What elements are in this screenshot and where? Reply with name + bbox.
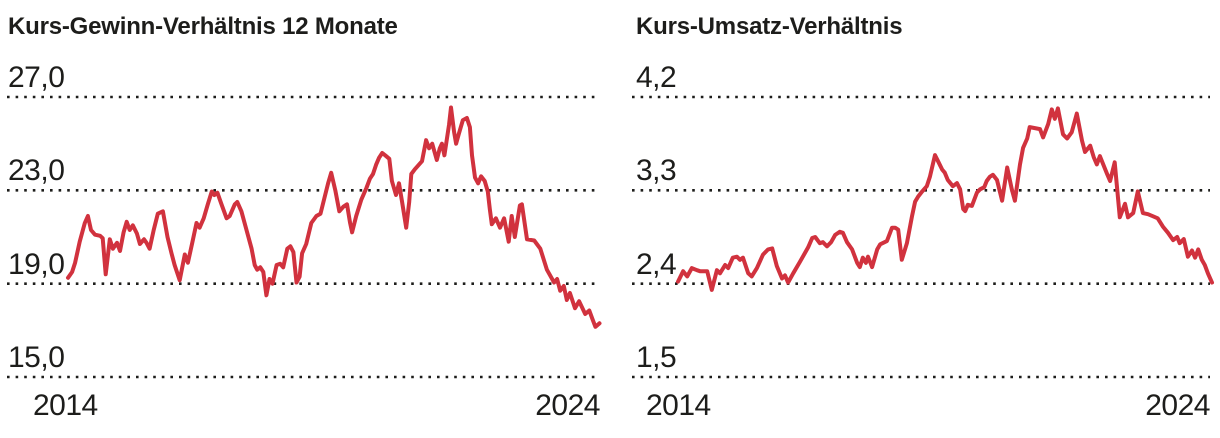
kgv-ytick-15: 15,0	[8, 341, 65, 374]
chart-panel-kgv: Kurs-Gewinn-Verhältnis 12 Monate 27,0 23…	[7, 13, 602, 422]
kgv-ytick-27: 27,0	[8, 61, 65, 94]
kuv-ytick-2-4: 2,4	[636, 248, 677, 281]
kgv-xtick-2014: 2014	[33, 389, 98, 422]
kuv-ytick-3-3: 3,3	[636, 154, 677, 187]
kgv-chart-title: Kurs-Gewinn-Verhältnis 12 Monate	[8, 13, 398, 40]
kgv-line-chart	[7, 95, 602, 379]
series-kuv	[676, 106, 1214, 292]
kgv-ytick-19: 19,0	[8, 248, 65, 281]
chart-panel-kuv: Kurs-Umsatz-Verhältnis 4,2 3,3 2,4 1,5 2…	[610, 0, 1220, 438]
kuv-ytick-1-5: 1,5	[636, 341, 677, 374]
kuv-xtick-2024: 2024	[1145, 389, 1210, 422]
kgv-ytick-23: 23,0	[8, 154, 65, 187]
kgv-xtick-2024: 2024	[535, 389, 600, 422]
kuv-chart-title: Kurs-Umsatz-Verhältnis	[636, 13, 903, 40]
kuv-ytick-4-2: 4,2	[636, 61, 677, 94]
series-kgv-12-monate	[66, 105, 602, 329]
kuv-xtick-2014: 2014	[646, 389, 711, 422]
kuv-line-chart	[632, 95, 1214, 379]
